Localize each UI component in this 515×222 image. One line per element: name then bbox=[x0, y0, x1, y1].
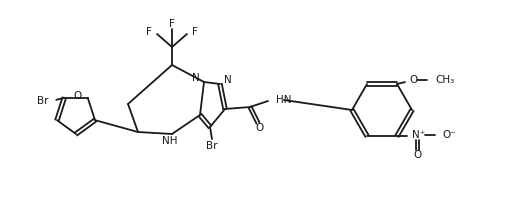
Text: CH₃: CH₃ bbox=[435, 75, 454, 85]
Text: N: N bbox=[192, 73, 200, 83]
Text: N⁺: N⁺ bbox=[412, 130, 425, 140]
Text: O: O bbox=[256, 123, 264, 133]
Text: O⁻: O⁻ bbox=[442, 130, 456, 140]
Text: HN: HN bbox=[276, 95, 291, 105]
Text: O: O bbox=[74, 91, 82, 101]
Text: O: O bbox=[413, 150, 421, 160]
Text: O: O bbox=[409, 75, 417, 85]
Text: F: F bbox=[169, 19, 175, 29]
Text: N: N bbox=[224, 75, 232, 85]
Text: NH: NH bbox=[162, 136, 178, 146]
Text: Br: Br bbox=[206, 141, 218, 151]
Text: Br: Br bbox=[37, 96, 48, 106]
Text: F: F bbox=[192, 27, 198, 37]
Text: F: F bbox=[146, 27, 152, 37]
